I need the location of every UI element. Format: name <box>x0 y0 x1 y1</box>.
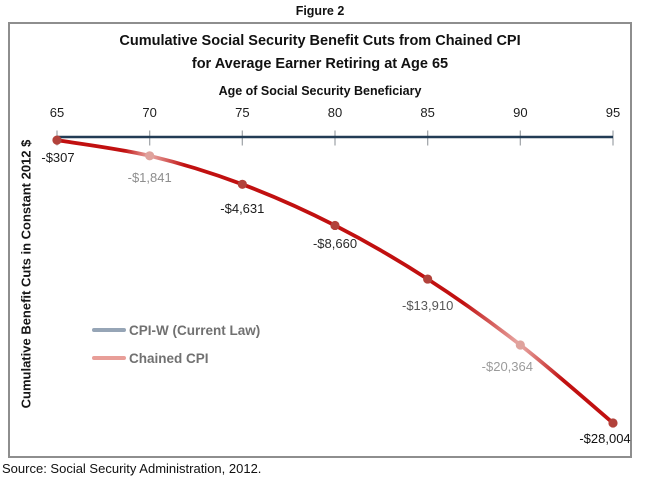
data-point-marker <box>608 418 618 428</box>
x-tick-label-65: 65 <box>49 105 65 120</box>
data-point-label: -$4,631 <box>220 201 265 217</box>
data-point-marker <box>52 135 62 145</box>
chart-title-line1: Cumulative Social Security Benefit Cuts … <box>119 33 521 49</box>
data-point-label: -$8,660 <box>312 236 358 252</box>
source-note: Source: Social Security Administration, … <box>2 461 262 476</box>
x-tick-label-95: 95 <box>605 105 621 120</box>
data-point-label: -$20,364 <box>481 358 533 374</box>
legend-item-chained-cpi: Chained CPI <box>92 344 260 372</box>
data-point-label: -$28,004 <box>579 431 631 446</box>
x-axis-title: Age of Social Security Beneficiary <box>218 84 422 98</box>
figure-label: Figure 2 <box>295 4 345 18</box>
data-point-label: -$1,841 <box>127 169 172 185</box>
chart-title-line2: for Average Earner Retiring at Age 65 <box>191 56 449 72</box>
x-tick-label-90: 90 <box>513 105 528 120</box>
x-tick-label-85: 85 <box>420 105 435 120</box>
data-point-marker <box>423 274 433 284</box>
data-point-label: -$13,910 <box>401 298 454 314</box>
x-tick-label-70: 70 <box>142 105 157 120</box>
legend-swatch-line <box>92 356 126 360</box>
legend-swatch-line <box>92 328 126 332</box>
x-tick-label-75: 75 <box>235 105 250 120</box>
chart-frame: Cumulative Social Security Benefit Cuts … <box>8 22 632 458</box>
legend-item-cpiw: CPI-W (Current Law) <box>92 316 260 344</box>
data-point-marker <box>330 220 340 231</box>
data-point-marker <box>237 179 247 189</box>
y-axis-title: Cumulative Benefit Cuts in Constant 2012… <box>18 139 34 409</box>
x-tick-label-80: 80 <box>327 105 343 120</box>
data-point-marker <box>145 151 155 161</box>
legend-label: CPI-W (Current Law) <box>129 322 261 338</box>
legend: CPI-W (Current Law) Chained CPI <box>92 316 260 372</box>
legend-label: Chained CPI <box>129 350 209 366</box>
data-point-marker <box>515 340 525 350</box>
data-point-label: -$307 <box>41 150 75 166</box>
